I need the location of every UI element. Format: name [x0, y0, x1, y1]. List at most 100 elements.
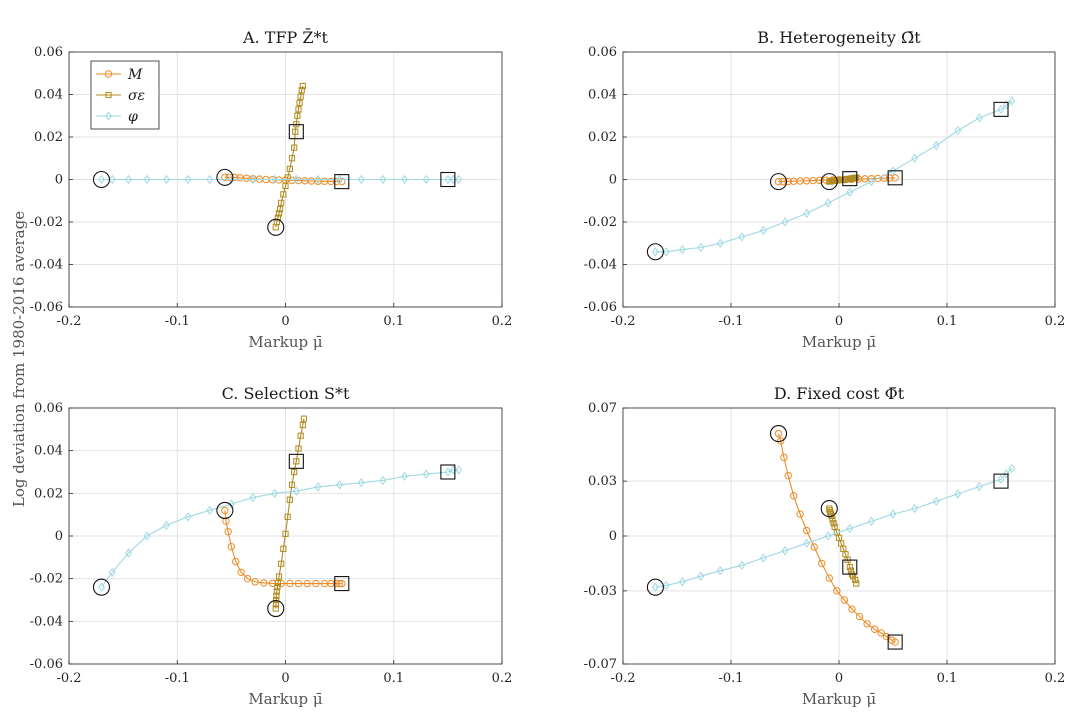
data-point-square [853, 580, 860, 587]
x-axis-label: Markup μ̄ [802, 333, 877, 351]
start-marker [820, 500, 838, 518]
x-tick-label: -0.2 [56, 314, 81, 329]
data-point-circle [855, 612, 864, 621]
data-point-diamond [422, 469, 430, 479]
y-tick-label: 0 [609, 529, 617, 544]
data-point-square [282, 530, 289, 537]
data-point-square [275, 573, 283, 580]
y-tick-label: 0.06 [34, 45, 63, 60]
data-point-diamond [697, 571, 705, 581]
data-point-square [299, 421, 306, 429]
data-point-diamond [184, 174, 192, 185]
x-tick-label: 0 [281, 671, 289, 686]
data-point-square [282, 182, 289, 189]
legend-label: M [127, 67, 143, 83]
data-point-diamond [932, 496, 940, 506]
end-marker [288, 453, 304, 469]
data-point-circle [886, 174, 894, 182]
data-point-diamond [401, 174, 408, 185]
start-marker [92, 578, 111, 596]
data-point-diamond [455, 174, 463, 185]
data-point-circle [243, 574, 252, 583]
data-point-square [286, 165, 293, 172]
data-point-diamond [314, 482, 322, 492]
data-point-diamond [336, 174, 344, 185]
legend: Mσε φ [90, 60, 160, 130]
data-point-diamond [125, 174, 132, 185]
data-point-circle [780, 453, 788, 462]
data-point-square [273, 592, 280, 599]
x-axis-label: Markup μ̄ [248, 690, 323, 708]
x-tick-label: 0.2 [492, 314, 513, 329]
start-marker [267, 218, 285, 236]
data-point-diamond [889, 166, 897, 176]
data-point-diamond [314, 174, 322, 185]
data-point-diamond [651, 582, 659, 592]
start-marker [92, 170, 111, 189]
legend-label: φ [128, 109, 138, 125]
series-line-diamond [655, 100, 1013, 253]
data-point-circle [784, 471, 792, 480]
data-point-diamond [803, 538, 811, 548]
data-point-circle [338, 579, 346, 588]
data-point-square [296, 99, 303, 107]
x-tick-label: -0.2 [610, 671, 635, 686]
y-tick-label: -0.06 [30, 657, 63, 672]
panel-title: C. Selection S*t [222, 384, 350, 403]
panel-title: A. TFP Z̄*t [242, 26, 328, 47]
data-point-square [274, 579, 282, 587]
panel-b: -0.2 -0.1 0 0.1 0.2 -0.06 -0.04 -0.02 0 0.02 0.04 0… [584, 28, 1066, 351]
data-point-square [272, 605, 279, 612]
data-point-diamond [1008, 463, 1016, 473]
data-point-circle [221, 506, 229, 515]
y-tick-label: 0.02 [34, 130, 63, 145]
data-point-square [828, 512, 835, 519]
end-marker [334, 576, 350, 592]
data-point-square [272, 601, 280, 608]
data-point-square [288, 155, 296, 162]
y-tick-label: 0.06 [34, 401, 63, 416]
data-point-circle [230, 173, 239, 182]
data-point-circle [891, 174, 899, 182]
data-point-square [275, 210, 283, 217]
y-tick-label: -0.04 [30, 258, 63, 273]
data-point-circle [774, 177, 783, 186]
data-point-circle [870, 625, 879, 633]
data-point-diamond [738, 560, 746, 570]
data-point-diamond [716, 238, 724, 248]
data-point-square [295, 445, 302, 452]
y-tick-label: -0.07 [584, 657, 617, 672]
data-point-square [300, 415, 308, 422]
data-point-diamond [108, 567, 116, 577]
data-point-circle [825, 574, 833, 582]
data-point-square [274, 584, 281, 591]
start-marker [769, 425, 788, 443]
data-point-diamond [422, 174, 430, 185]
data-point-circle [796, 510, 804, 518]
legend-marker-square [105, 91, 112, 99]
data-point-diamond [125, 548, 132, 558]
data-point-diamond [401, 471, 408, 481]
start-marker [216, 501, 234, 519]
data-point-diamond [954, 125, 962, 136]
series-line-diamond [101, 469, 459, 588]
data-point-diamond [975, 481, 983, 492]
data-point-circle [332, 177, 341, 186]
data-point-diamond [911, 503, 919, 514]
data-point-diamond [1008, 96, 1016, 106]
data-point-circle [784, 177, 792, 186]
x-tick-label: 0.1 [383, 314, 404, 329]
data-point-square [830, 520, 837, 527]
data-point-diamond [803, 208, 811, 219]
x-tick-label: -0.2 [610, 314, 635, 329]
data-point-circle [774, 429, 783, 438]
data-point-circle [802, 526, 811, 535]
data-point-square [292, 128, 299, 135]
data-point-circle [221, 173, 229, 182]
y-tick-label: 0.04 [34, 444, 63, 459]
data-point-circle [810, 543, 818, 551]
data-point-diamond [143, 174, 151, 185]
data-point-diamond [662, 247, 670, 257]
data-point-diamond [781, 545, 789, 556]
end-marker [887, 170, 903, 186]
